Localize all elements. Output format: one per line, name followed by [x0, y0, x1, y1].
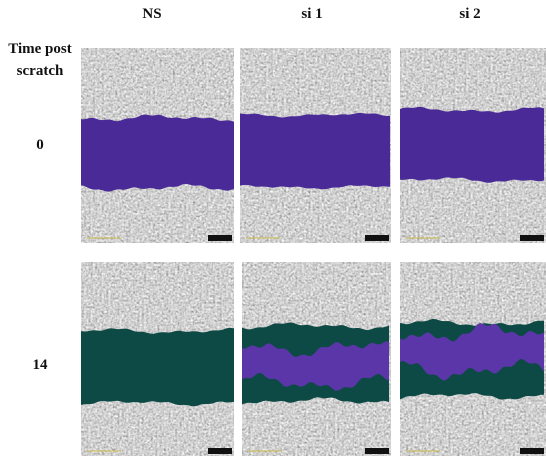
row-label: 0 [36, 137, 44, 153]
row-header: Time post scratch [8, 41, 72, 79]
timestamp-box [208, 448, 232, 454]
timestamp-box [365, 235, 389, 241]
timestamp-box [520, 235, 544, 241]
wound-area [240, 112, 390, 190]
column-header: si 1 [301, 6, 323, 22]
timestamp-box [208, 235, 232, 241]
wound-area [81, 327, 234, 407]
wound-area [400, 323, 544, 381]
wound-area [242, 341, 389, 391]
wound-area [81, 114, 234, 192]
row-label: 14 [32, 357, 48, 373]
timestamp-box [520, 448, 544, 454]
column-header: NS [142, 6, 162, 22]
timestamp-box [365, 448, 389, 454]
column-header: si 2 [459, 6, 481, 22]
wound-area [400, 106, 544, 183]
